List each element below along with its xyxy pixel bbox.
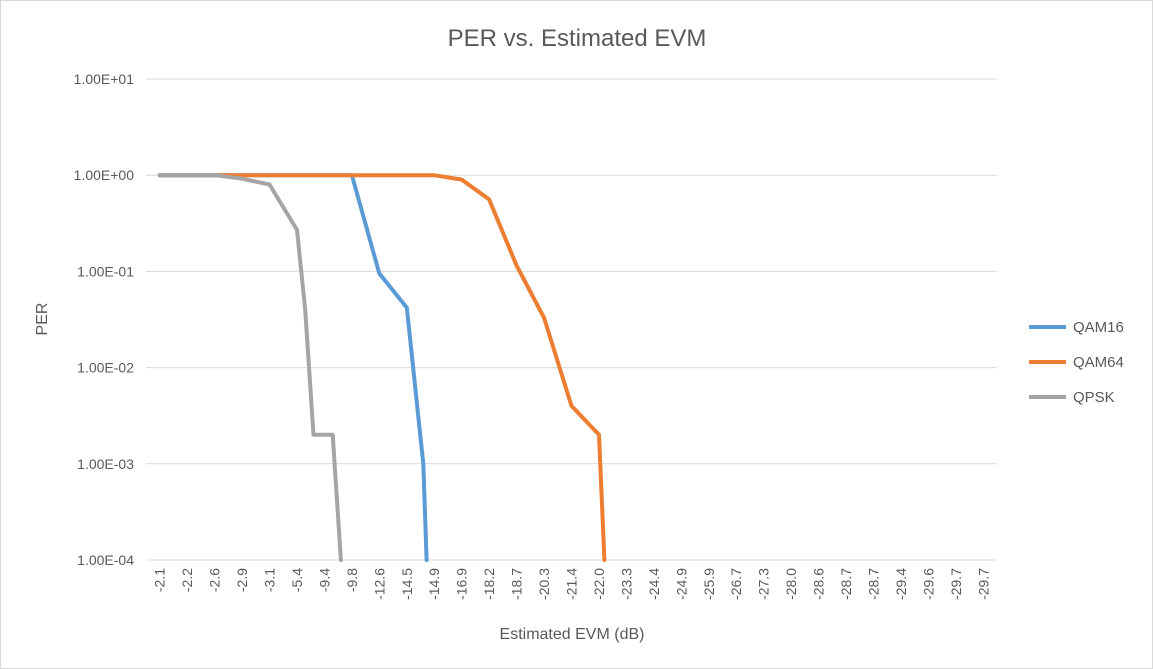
x-tick-label: -26.7 xyxy=(728,568,744,600)
legend-label: QPSK xyxy=(1073,389,1115,406)
x-tick-label: -12.6 xyxy=(371,568,387,600)
legend-label: QAM16 xyxy=(1073,319,1124,336)
x-tick-label: -14.9 xyxy=(426,568,442,600)
x-tick-label: -20.3 xyxy=(536,568,552,600)
gridlines xyxy=(146,78,997,561)
x-tick-label: -28.6 xyxy=(811,568,827,600)
x-tick-label: -24.4 xyxy=(646,568,662,600)
x-tick-label: -23.3 xyxy=(618,568,634,600)
y-tick-label: 1.00E-03 xyxy=(77,456,134,472)
chart-title: PER vs. Estimated EVM xyxy=(448,25,707,52)
y-axis-title: PER xyxy=(34,303,51,336)
y-tick-label: 1.00E-04 xyxy=(77,552,134,568)
x-tick-label: -3.1 xyxy=(262,568,278,592)
legend-item-qam16: QAM16 xyxy=(1029,319,1124,336)
x-tick-label: -2.6 xyxy=(207,568,223,592)
legend: QAM16 QAM64 QPSK xyxy=(1029,319,1124,406)
x-tick-label: -29.7 xyxy=(948,568,964,600)
x-tick-label: -27.3 xyxy=(756,568,772,600)
x-tick-label: -28.7 xyxy=(865,568,881,600)
y-tick-label: 1.00E+01 xyxy=(74,71,135,87)
series-line-qpsk xyxy=(157,173,343,562)
x-tick-label: -2.2 xyxy=(179,568,195,592)
x-tick-label: -21.4 xyxy=(564,568,580,600)
x-tick-label: -14.5 xyxy=(399,568,415,600)
x-tick-label: -28.7 xyxy=(838,568,854,600)
x-tick-label: -22.0 xyxy=(591,568,607,600)
series-line-qam64 xyxy=(157,173,607,562)
x-tick-label: -2.1 xyxy=(152,568,168,592)
x-tick-label: -9.8 xyxy=(344,568,360,592)
legend-item-qpsk: QPSK xyxy=(1029,389,1115,406)
legend-label: QAM64 xyxy=(1073,354,1124,371)
x-tick-label: -2.9 xyxy=(234,568,250,592)
x-axis-title: Estimated EVM (dB) xyxy=(500,626,645,643)
x-tick-label: -18.2 xyxy=(481,568,497,600)
x-tick-label: -28.0 xyxy=(783,568,799,600)
legend-item-qam64: QAM64 xyxy=(1029,354,1124,371)
x-tick-label: -29.4 xyxy=(893,568,909,600)
x-axis-ticks: -2.1 -2.2 -2.6 -2.9 -3.1 -5.4 -9.4 -9.8 -12.6 -14… xyxy=(152,568,992,600)
x-tick-label: -24.9 xyxy=(673,568,689,600)
x-tick-label: -29.6 xyxy=(920,568,936,600)
x-tick-label: -18.7 xyxy=(509,568,525,600)
y-axis-ticks: 1.00E+01 1.00E+00 1.00E-01 1.00E-02 1.00E-03… xyxy=(74,71,135,568)
y-tick-label: 1.00E+00 xyxy=(74,167,135,183)
x-tick-label: -25.9 xyxy=(701,568,717,600)
x-tick-label: -9.4 xyxy=(316,568,332,592)
x-tick-label: -5.4 xyxy=(289,568,305,592)
y-tick-label: 1.00E-02 xyxy=(77,360,134,376)
x-tick-label: -29.7 xyxy=(975,568,991,600)
series-lines xyxy=(157,173,607,562)
y-tick-label: 1.00E-01 xyxy=(77,263,134,279)
x-tick-label: -16.9 xyxy=(454,568,470,600)
